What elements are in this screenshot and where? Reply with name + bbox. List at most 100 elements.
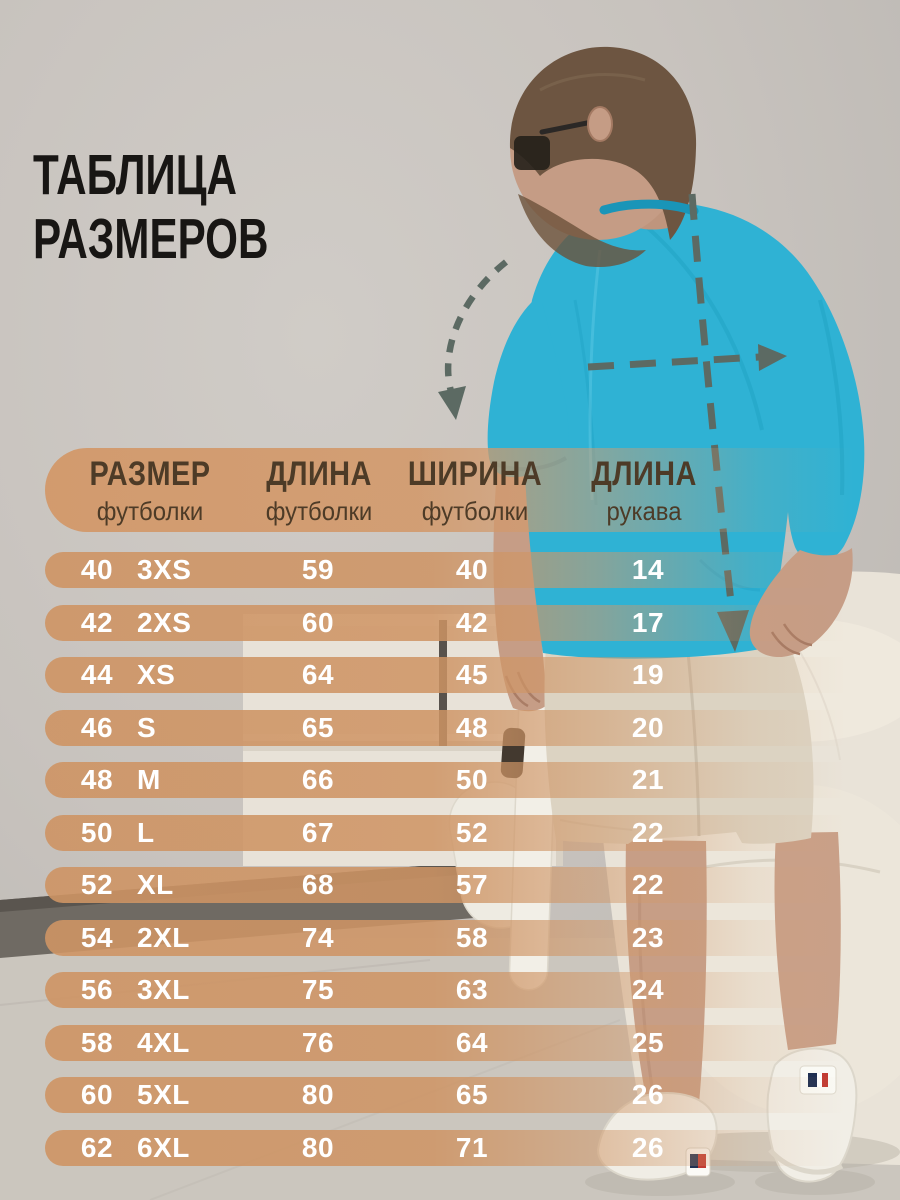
length-cell: 68: [301, 869, 335, 900]
table-row: 58 4XL 76 64 25: [45, 1024, 888, 1061]
size-ru-cell: 62: [80, 1131, 114, 1163]
width-cell: 42: [455, 606, 489, 638]
size-ru-cell: 46: [80, 711, 114, 743]
length-cell: 64: [301, 659, 335, 690]
glasses-lens: [514, 136, 550, 170]
sleeve-cell: 25: [631, 1026, 665, 1058]
beard: [518, 194, 646, 268]
header-size-main: РАЗМЕР: [89, 455, 211, 493]
header-length-main: ДЛИНА: [266, 455, 372, 493]
length-cell: 76: [301, 1026, 335, 1058]
table-row: 52 XL 68 57 22: [45, 867, 888, 903]
sleeve-cell: 22: [631, 869, 665, 900]
sleeve-cell: 23: [631, 921, 665, 953]
width-arrow: [587, 353, 761, 371]
size-international-cell: XL: [137, 869, 174, 900]
header-size: РАЗМЕР футболки: [79, 455, 221, 527]
sleeve-cell: 17: [631, 606, 665, 638]
table-row: 48 M 66 50 21: [45, 762, 888, 798]
length-cell: 80: [301, 1079, 335, 1110]
width-cell: 64: [455, 1026, 489, 1058]
header-width: ШИРИНА футболки: [396, 455, 554, 527]
width-cell: 58: [455, 921, 489, 953]
size-ru-cell: 60: [80, 1079, 114, 1110]
table-row: 60 5XL 80 65 26: [45, 1077, 888, 1113]
width-cell: 52: [455, 816, 489, 848]
ear: [587, 106, 613, 142]
sleeve-cell: 24: [631, 974, 665, 1005]
table-row: 54 2XL 74 58 23: [45, 919, 888, 956]
title-line-1: ТАБЛИЦА: [33, 143, 238, 207]
size-international-cell: 3XS: [137, 554, 192, 585]
sleeve-cell: 20: [631, 711, 665, 743]
size-international-cell: M: [137, 764, 161, 795]
size-international-cell: 5XL: [137, 1079, 190, 1110]
width-cell: 48: [455, 711, 489, 743]
header-size-sub: футболки: [96, 496, 204, 526]
head: [509, 46, 699, 268]
table-row: 40 3XS 59 40 14: [45, 552, 888, 588]
sleeve-cell: 26: [631, 1079, 665, 1110]
size-international-cell: L: [137, 816, 155, 848]
sleeve-cell: 26: [631, 1131, 665, 1163]
header-length: ДЛИНА футболки: [257, 455, 381, 527]
size-table: РАЗМЕР футболки ДЛИНА футболки ШИРИНА фу…: [45, 448, 888, 1182]
length-cell: 59: [301, 554, 335, 585]
title-line-2: РАЗМЕРОВ: [33, 207, 269, 271]
width-cell: 71: [455, 1131, 489, 1163]
size-international-cell: 2XS: [137, 606, 192, 638]
table-row: 42 2XS 60 42 17: [45, 604, 888, 641]
table-header-row: РАЗМЕР футболки ДЛИНА футболки ШИРИНА фу…: [45, 448, 888, 532]
sleeve-length-arrow: [444, 259, 509, 400]
size-ru-cell: 44: [80, 659, 114, 690]
sleeve-cell: 22: [631, 816, 665, 848]
size-ru-cell: 56: [80, 974, 114, 1005]
table-row: 50 L 67 52 22: [45, 814, 888, 851]
size-ru-cell: 52: [80, 869, 114, 900]
size-international-cell: 2XL: [137, 921, 190, 953]
header-sleeve: ДЛИНА рукава: [582, 455, 706, 527]
width-cell: 65: [455, 1079, 489, 1110]
length-cell: 60: [301, 606, 335, 638]
table-row: 44 XS 64 45 19: [45, 657, 888, 693]
table-rows: 40 3XS 59 40 14 42 2XS 60 42 17 44 XS 64 45 19 46 S 65 48 2…: [45, 552, 888, 1166]
length-cell: 80: [301, 1131, 335, 1163]
sleeve-cell: 21: [631, 764, 665, 795]
width-cell: 63: [455, 974, 489, 1005]
size-ru-cell: 54: [80, 921, 114, 953]
header-sleeve-sub: рукава: [606, 496, 682, 526]
tshirt-collar: [599, 199, 699, 216]
table-row: 56 3XL 75 63 24: [45, 972, 888, 1008]
table-row: 46 S 65 48 20: [45, 709, 888, 746]
width-cell: 57: [455, 869, 489, 900]
length-cell: 66: [301, 764, 335, 795]
page-title: ТАБЛИЦА РАЗМЕРОВ: [33, 143, 268, 271]
glasses-icon: [539, 119, 595, 135]
hair: [509, 46, 697, 240]
length-cell: 67: [301, 816, 335, 848]
size-international-cell: S: [137, 711, 157, 743]
size-ru-cell: 40: [80, 554, 114, 585]
tshirt-left-sleeve: [487, 298, 569, 478]
width-cell: 45: [455, 659, 489, 690]
table-row: 62 6XL 80 71 26: [45, 1129, 888, 1166]
length-cell: 75: [301, 974, 335, 1005]
turquoise-tshirt: [487, 202, 865, 659]
size-international-cell: 3XL: [137, 974, 190, 1005]
header-width-sub: футболки: [421, 496, 529, 526]
sleeve-cell: 19: [631, 659, 665, 690]
size-international-cell: 4XL: [137, 1026, 190, 1058]
size-ru-cell: 42: [80, 606, 114, 638]
width-cell: 50: [455, 764, 489, 795]
size-international-cell: 6XL: [137, 1131, 190, 1163]
sleeve-cell: 14: [631, 554, 665, 585]
length-arrow: [688, 193, 737, 621]
width-cell: 40: [455, 554, 489, 585]
size-ru-cell: 58: [80, 1026, 114, 1058]
size-international-cell: XS: [137, 659, 176, 690]
header-length-sub: футболки: [265, 496, 373, 526]
size-ru-cell: 50: [80, 816, 114, 848]
header-width-main: ШИРИНА: [407, 455, 543, 493]
header-sleeve-main: ДЛИНА: [591, 455, 697, 493]
